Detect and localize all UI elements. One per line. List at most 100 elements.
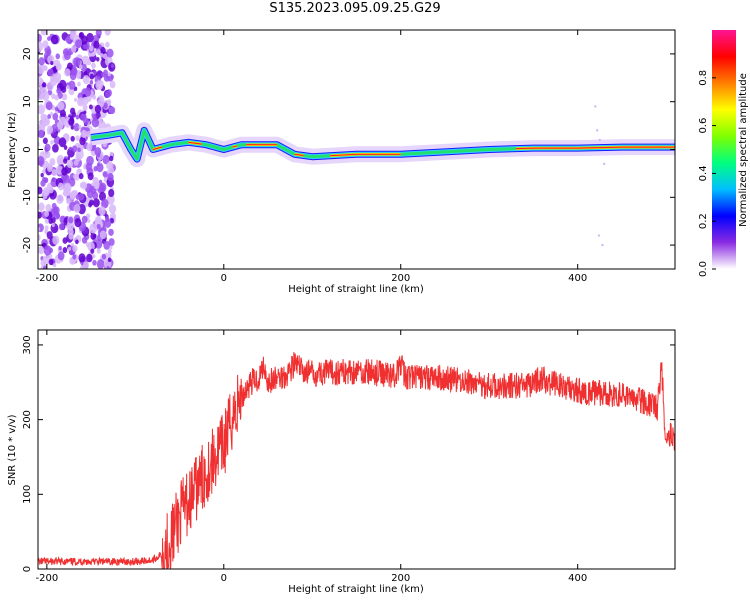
noise-blob <box>74 218 82 228</box>
y-tick-label: 20 <box>22 48 33 61</box>
noise-blob <box>40 259 46 267</box>
noise-blob <box>105 90 111 98</box>
noise-blob <box>108 189 115 198</box>
noise-blob <box>106 194 115 205</box>
noise-blob <box>41 82 47 88</box>
sparse-point <box>597 234 601 237</box>
noise-blob <box>102 154 110 165</box>
noise-blob <box>38 245 45 255</box>
noise-blob <box>53 72 62 83</box>
noise-blob <box>94 147 102 156</box>
noise-blob <box>92 94 97 100</box>
ridge-hot-red <box>329 153 401 157</box>
noise-blob <box>83 117 89 125</box>
noise-blob <box>73 123 80 132</box>
noise-blob <box>94 215 103 226</box>
noise-blob <box>98 191 107 201</box>
noise-blob <box>38 41 44 52</box>
noise-blob <box>42 40 49 49</box>
noise-blob <box>48 258 54 266</box>
noise-blob <box>102 53 108 60</box>
x-tick-label: 200 <box>391 573 410 584</box>
noise-blob <box>52 143 59 153</box>
noise-blob <box>58 245 62 251</box>
noise-blob <box>92 254 96 259</box>
noise-blob <box>99 179 103 184</box>
noise-blob <box>38 104 46 115</box>
colorbar-tick-label: 0.6 <box>698 118 709 134</box>
noise-blob <box>70 67 78 77</box>
sparse-point <box>601 243 604 247</box>
colorbar-tick-label: 0.2 <box>698 213 709 229</box>
colorbar-label: Normalized spectral amplitude <box>738 73 749 227</box>
noise-blob <box>78 99 83 105</box>
noise-blob <box>62 247 68 254</box>
sparse-point <box>598 138 601 142</box>
y-tick-label: 200 <box>22 410 33 429</box>
noise-blob <box>104 30 111 36</box>
x-tick-label: -200 <box>35 573 58 584</box>
noise-blob <box>71 45 77 53</box>
noise-blob <box>72 245 78 253</box>
noise-blob <box>64 68 71 77</box>
noise-blob <box>61 167 68 176</box>
noise-blob <box>77 168 81 173</box>
noise-blob <box>109 245 113 250</box>
noise-blob <box>106 48 114 58</box>
noise-blob <box>91 51 95 57</box>
noise-blob <box>96 259 105 269</box>
noise-blob <box>81 215 88 224</box>
noise-blob <box>78 253 86 263</box>
spectrogram-marks <box>38 30 675 269</box>
noise-blob <box>51 93 56 100</box>
noise-blob <box>95 56 100 62</box>
noise-blob <box>67 246 72 251</box>
noise-blob <box>48 186 54 194</box>
noise-blob <box>44 210 50 217</box>
noise-blob <box>93 233 97 238</box>
noise-blob <box>66 225 71 230</box>
colorbar-tick-label: 0.0 <box>698 261 709 277</box>
colorbar-tick-label: 0.8 <box>698 70 709 86</box>
noise-blob <box>107 249 112 255</box>
noise-blob <box>50 61 54 66</box>
noise-blob <box>100 187 105 193</box>
snr-y-ticks: 0 100 200 300 <box>22 335 675 572</box>
noise-blob <box>107 72 111 77</box>
y-tick-label: 10 <box>22 95 33 108</box>
noise-blob <box>53 263 57 268</box>
noise-blob <box>51 202 57 210</box>
snr-x-ticks: -200 0 200 400 <box>35 330 587 584</box>
noise-blob <box>76 73 82 80</box>
noise-blob <box>68 117 75 126</box>
noise-blob <box>99 52 104 58</box>
noise-blob <box>110 64 114 69</box>
colorbar-gradient <box>712 30 736 269</box>
noise-blob <box>45 101 53 111</box>
noise-blob <box>43 245 52 256</box>
spectrogram-x-axis-label: Height of straight line (km) <box>288 284 424 295</box>
ridge-hot-red <box>294 153 304 157</box>
snr-y-axis-label: SNR (10 * v/v) <box>7 414 18 485</box>
noise-blob <box>99 230 107 240</box>
colorbar-ticks: 0.0 0.2 0.4 0.6 0.8 <box>698 70 716 277</box>
noise-blob <box>54 106 59 112</box>
noise-blob <box>73 159 79 166</box>
noise-blob <box>103 240 111 250</box>
noise-blob <box>57 182 64 191</box>
noise-blob <box>78 124 82 129</box>
noise-blob <box>38 234 41 241</box>
noise-blob <box>86 130 92 138</box>
noise-blob <box>107 173 114 182</box>
noise-blob <box>105 41 110 48</box>
noise-blob <box>46 125 54 134</box>
noise-blob <box>93 40 100 49</box>
colorbar-tick-label: 0.4 <box>698 165 709 181</box>
noise-blob <box>42 176 46 182</box>
noise-blob <box>42 265 48 269</box>
noise-blob <box>40 172 44 178</box>
noise-blob <box>95 30 102 37</box>
noise-blob <box>109 151 114 158</box>
